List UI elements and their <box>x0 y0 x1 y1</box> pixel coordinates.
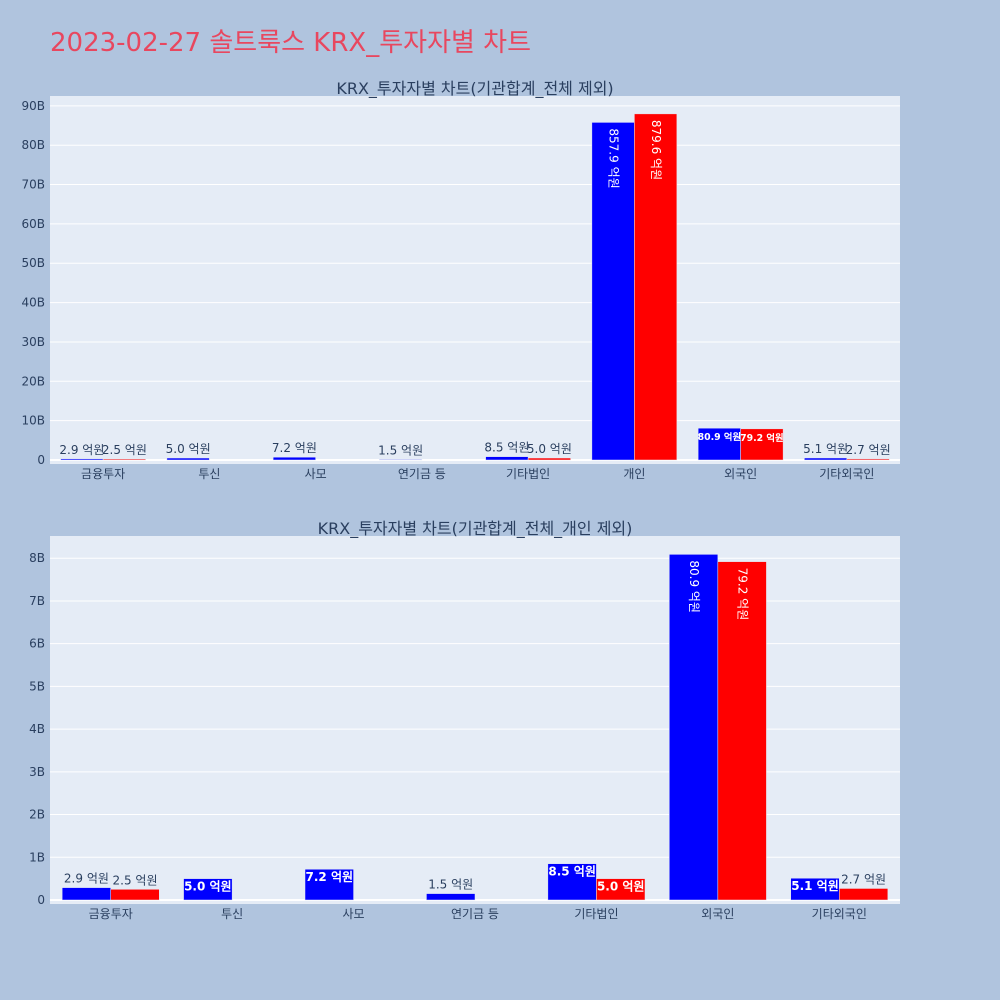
x-tick-label: 외국인 <box>724 467 757 481</box>
plot-area <box>50 536 900 904</box>
y-tick-label: 40B <box>21 296 45 310</box>
subplot-title: KRX_투자자별 차트(기관합계_전체_개인 제외) <box>318 519 633 539</box>
chart-investor-excl-individual: 0 1B 2B 3B 4B 5B 6B 7B 8B KRX_투자자별 차트(기관합계_전체_개인 … <box>29 519 900 921</box>
x-tick-label: 투신 <box>198 467 220 481</box>
bar-value-label: 2.5 억원 <box>113 873 158 887</box>
bar <box>697 427 741 461</box>
x-tick-label: 금융투자 <box>81 467 125 481</box>
bar <box>717 561 767 901</box>
bar <box>102 458 146 461</box>
bar-value-label: 5.1 억원 <box>803 442 848 456</box>
bar <box>527 457 571 461</box>
bar-value-label: 5.0 억원 <box>597 880 645 894</box>
y-tick-label: 20B <box>21 374 45 388</box>
bar <box>379 459 423 461</box>
y-tick-label: 30B <box>21 335 45 349</box>
bar <box>272 456 316 461</box>
bar-value-label: 5.0 억원 <box>166 442 211 456</box>
bar <box>183 878 233 901</box>
y-tick-label: 6B <box>29 637 45 651</box>
x-tick-label: 기타외국인 <box>819 467 874 481</box>
y-tick-label: 10B <box>21 414 45 428</box>
bar <box>846 458 890 461</box>
subplot-title: KRX_투자자별 차트(기관합계_전체 제외) <box>336 79 613 99</box>
bar-value-label: 2.9 억원 <box>59 443 104 457</box>
y-tick-label: 70B <box>21 178 45 192</box>
bar-value-label: 5.1 억원 <box>791 879 839 893</box>
y-tick-label: 80B <box>21 138 45 152</box>
bar-value-label: 2.7 억원 <box>841 872 886 886</box>
x-tick-label: 연기금 등 <box>398 467 446 481</box>
x-tick-label: 금융투자 <box>89 907 133 921</box>
y-tick-label: 1B <box>29 850 45 864</box>
x-tick-label: 기타법인 <box>506 467 550 481</box>
bar <box>547 863 597 901</box>
y-tick-label: 3B <box>29 765 45 779</box>
x-tick-label: 기타법인 <box>574 907 618 921</box>
y-tick-label: 7B <box>29 594 45 608</box>
bar <box>166 457 210 461</box>
bar <box>485 456 529 461</box>
bar-value-label: 2.7 억원 <box>846 443 891 457</box>
bar-value-label: 1.5 억원 <box>378 443 423 457</box>
bar <box>426 893 476 901</box>
bar-value-label: 857.9 억원 <box>607 128 621 188</box>
bar <box>61 887 111 901</box>
bar-value-label: 79.2 억원 <box>736 568 750 621</box>
bar <box>591 122 635 461</box>
y-tick-label: 0 <box>37 893 45 907</box>
bar <box>304 868 354 901</box>
x-tick-label: 사모 <box>343 907 365 921</box>
x-tick-label: 외국인 <box>701 907 734 921</box>
bar-value-label: 5.0 억원 <box>527 442 572 456</box>
bar <box>804 457 848 461</box>
bar-value-label: 2.9 억원 <box>64 872 109 886</box>
bar-value-label: 8.5 억원 <box>484 441 529 455</box>
bar <box>596 878 646 901</box>
bar-value-label: 79.2 억원 <box>740 432 784 444</box>
y-tick-label: 2B <box>29 808 45 822</box>
x-tick-label: 사모 <box>305 467 327 481</box>
bar-value-label: 2.5 억원 <box>102 443 147 457</box>
bar-value-label: 7.2 억원 <box>272 441 317 455</box>
bar <box>839 888 889 901</box>
bar-value-label: 7.2 억원 <box>306 870 354 884</box>
bar <box>60 458 104 461</box>
bar-value-label: 879.6 억원 <box>649 120 663 180</box>
bar <box>740 428 784 461</box>
y-tick-label: 5B <box>29 679 45 693</box>
x-tick-label: 기타외국인 <box>812 907 867 921</box>
bar <box>110 889 160 901</box>
bar-value-label: 80.9 억원 <box>687 560 701 613</box>
y-tick-label: 4B <box>29 722 45 736</box>
x-tick-label: 개인 <box>623 467 645 481</box>
chart-investor-all: 0 10B 20B 30B 40B 50B 60B 70B 80B 90B KRX_투자자별 차트(… <box>21 79 900 481</box>
y-tick-label: 90B <box>21 99 45 113</box>
main-title: 2023-02-27 솔트룩스 KRX_투자자별 차트 <box>50 28 532 58</box>
x-tick-label: 투신 <box>221 907 243 921</box>
bar <box>634 113 678 461</box>
y-tick-label: 60B <box>21 217 45 231</box>
x-tick-label: 연기금 등 <box>451 907 499 921</box>
y-tick-label: 8B <box>29 551 45 565</box>
plot-area <box>50 96 900 464</box>
bar-value-label: 8.5 억원 <box>548 865 596 879</box>
bar-value-label: 1.5 억원 <box>428 878 473 892</box>
y-tick-label: 0 <box>37 453 45 467</box>
bar-value-label: 80.9 억원 <box>698 431 742 443</box>
bar-value-label: 5.0 억원 <box>184 880 232 894</box>
y-tick-label: 50B <box>21 256 45 270</box>
bar <box>669 554 719 901</box>
